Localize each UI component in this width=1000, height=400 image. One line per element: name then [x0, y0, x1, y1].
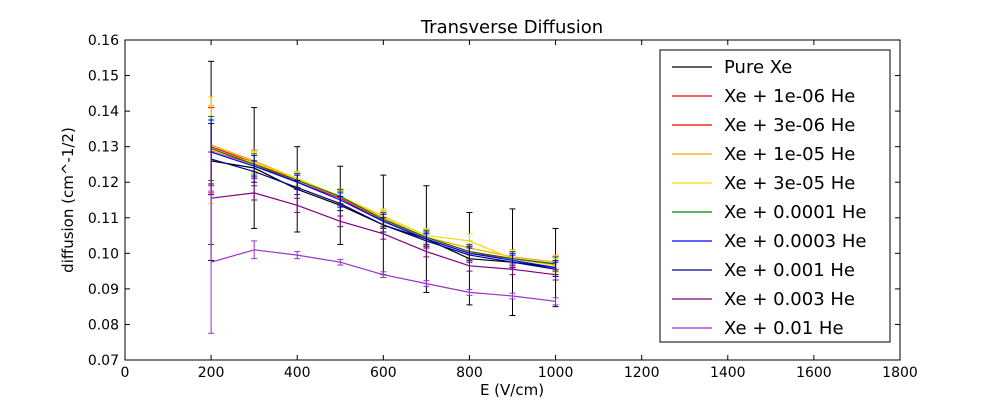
- y-tick-label: 0.08: [88, 317, 119, 333]
- x-tick-label: 1400: [710, 365, 746, 381]
- legend-label: Xe + 3e-06 He: [724, 115, 855, 136]
- x-tick-label: 200: [198, 365, 225, 381]
- legend-label: Xe + 0.0003 He: [724, 231, 866, 252]
- series-line: [210, 158, 556, 270]
- legend-label: Xe + 0.01 He: [724, 318, 844, 339]
- x-tick-label: 800: [456, 365, 483, 381]
- legend: Pure Xe Xe + 1e-06 He Xe + 3e-06 He Xe + 1e…: [659, 49, 891, 343]
- y-tick-label: 0.15: [88, 69, 119, 85]
- series-layer: [208, 60, 559, 334]
- y-tick-label: 0.07: [88, 353, 119, 369]
- y-tick-label: 0.16: [88, 33, 119, 49]
- x-tick-label: 400: [284, 365, 311, 381]
- legend-label: Xe + 1e-05 He: [724, 144, 855, 165]
- legend-items: Pure Xe Xe + 1e-06 He Xe + 3e-06 He Xe + 1e…: [672, 57, 866, 339]
- x-tick-label: 1200: [624, 365, 660, 381]
- plot-frame: [124, 39, 901, 361]
- legend-label: Xe + 0.0001 He: [724, 202, 866, 223]
- y-tick-label: 0.13: [88, 140, 119, 156]
- legend-label: Xe + 1e-06 He: [724, 86, 855, 107]
- x-tick-label: 0: [121, 365, 130, 381]
- series-line: [210, 249, 556, 302]
- series-line: [211, 192, 556, 276]
- plot-area: 0 200 400 600 800 1000 1200 1400 1600 1800 0.07 0.0…: [88, 33, 918, 381]
- x-axis-title: E (V/cm): [480, 381, 544, 399]
- chart-title: Transverse Diffusion: [420, 17, 603, 38]
- y-tick-label: 0.10: [88, 246, 119, 262]
- legend-label: Xe + 0.003 He: [724, 289, 855, 310]
- legend-label: Xe + 0.001 He: [724, 260, 855, 281]
- axis-layer: 0 200 400 600 800 1000 1200 1400 1600 1800 0.07 0.0…: [88, 33, 918, 381]
- x-tick-label: 1800: [882, 365, 918, 381]
- legend-frame: [659, 49, 891, 343]
- legend-label: Pure Xe: [724, 57, 792, 78]
- x-tick-label: 600: [370, 365, 397, 381]
- y-tick-label: 0.12: [88, 175, 119, 191]
- series-9: [208, 190, 559, 334]
- x-tick-label: 1600: [796, 365, 832, 381]
- y-tick-label: 0.11: [88, 211, 119, 227]
- y-axis-title: diffusion (cm^-1/2): [59, 127, 77, 273]
- legend-label: Xe + 3e-05 He: [724, 173, 855, 194]
- y-tick-label: 0.14: [88, 104, 119, 120]
- y-tick-label: 0.09: [88, 282, 119, 298]
- x-tick-label: 1000: [538, 365, 574, 381]
